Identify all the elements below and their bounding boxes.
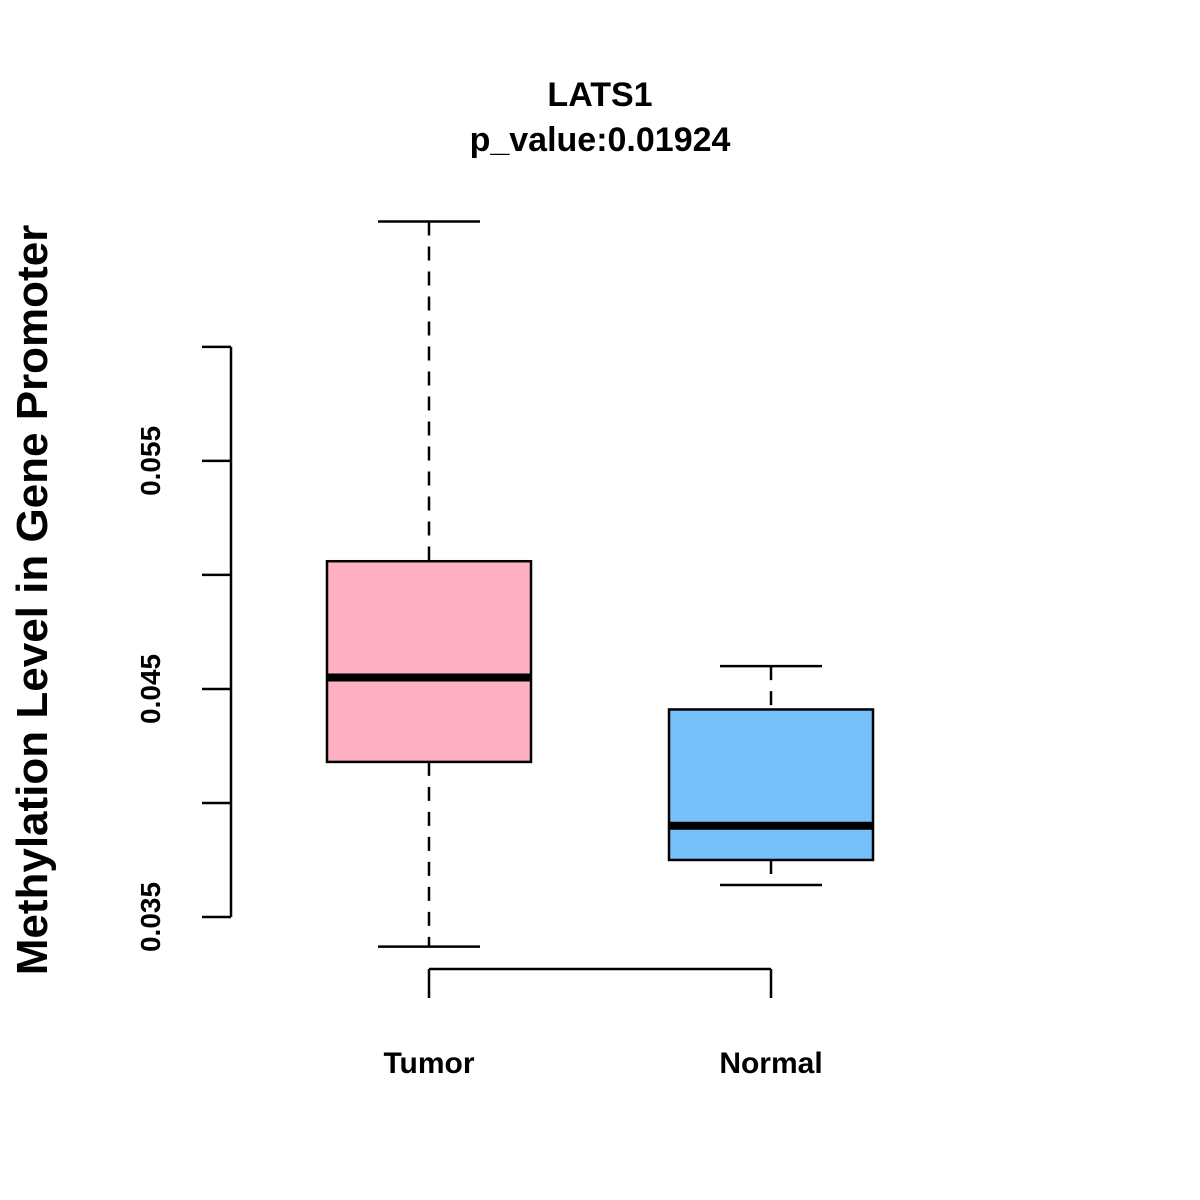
iqr-box: [325, 559, 533, 764]
box-normal: [667, 664, 875, 887]
chart-title: LATS1: [547, 76, 652, 114]
y-axis: 0.035 0.045 0.055: [135, 345, 233, 952]
boxes: [325, 220, 875, 948]
chart-subtitle: p_value:0.01924: [470, 121, 731, 159]
x-axis: Tumor Normal: [383, 967, 823, 1080]
box-tumor: [325, 220, 533, 948]
y-tick-label: 0.045: [135, 654, 166, 724]
x-tick-label: Tumor: [383, 1047, 474, 1080]
y-tick-label: 0.035: [135, 882, 166, 952]
y-tick-label: 0.055: [135, 426, 166, 496]
iqr-box: [667, 708, 875, 862]
x-tick-label: Normal: [719, 1047, 822, 1080]
y-axis-label: Methylation Level in Gene Promoter: [8, 225, 57, 976]
